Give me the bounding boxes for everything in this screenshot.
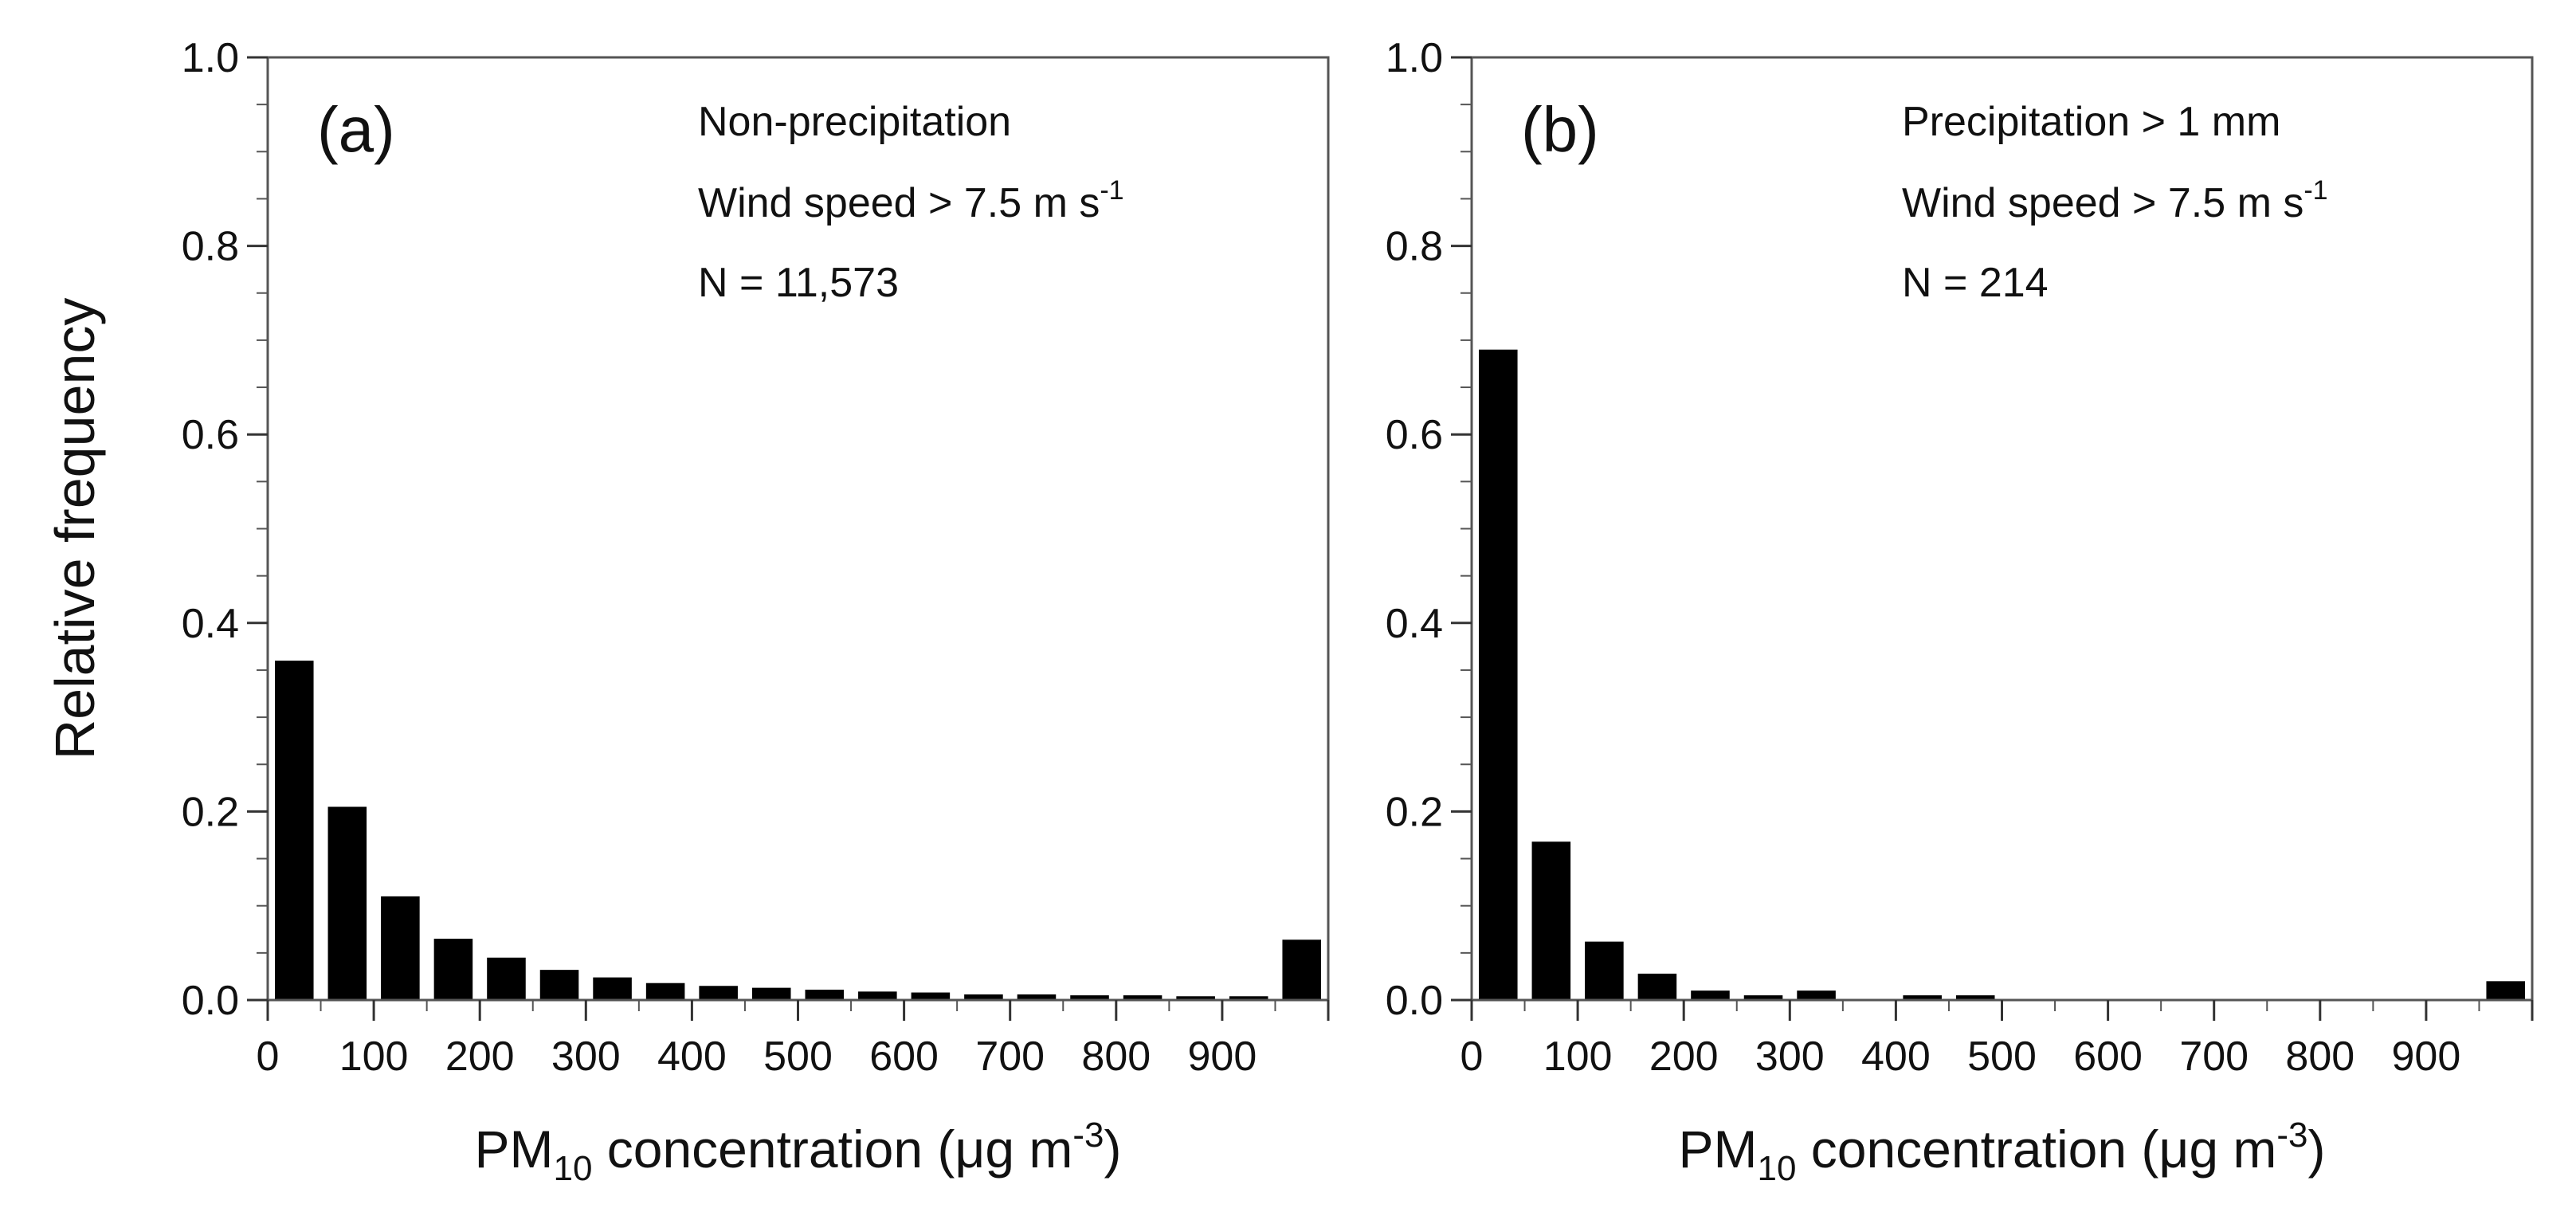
bar-450: [1955, 995, 1995, 1000]
panel-label: (a): [317, 94, 395, 165]
x-tick-label: 200: [1649, 1034, 1719, 1080]
bar-0: [275, 661, 314, 1000]
y-tick-label: 0.8: [1386, 224, 1443, 270]
y-tick-label: 0.4: [182, 601, 239, 647]
annotation-condition: Precipitation > 1 mm: [1902, 99, 2280, 145]
x-tick-label: 400: [657, 1034, 727, 1080]
x-tick-label: 800: [2285, 1034, 2354, 1080]
x-tick-label: 900: [2392, 1034, 2461, 1080]
bar-150: [1637, 973, 1677, 1000]
bar-200: [487, 957, 526, 1000]
bar-750: [1070, 995, 1109, 1000]
x-tick-label: 0: [1461, 1034, 1484, 1080]
bar-950: [2486, 981, 2525, 1000]
bar-900: [1229, 996, 1268, 1000]
y-tick-label: 1.0: [182, 35, 239, 81]
x-tick-label: 500: [1967, 1034, 2037, 1080]
y-tick-label: 0.6: [1386, 412, 1443, 458]
y-tick-label: 0.8: [182, 224, 239, 270]
x-axis-title: PM10 concentration (μg m-3): [474, 1116, 1121, 1188]
bar-650: [964, 994, 1003, 1000]
x-tick-label: 400: [1861, 1034, 1931, 1080]
y-axis-title: Relative frequency: [44, 298, 106, 760]
bar-500: [805, 989, 845, 1000]
bar-700: [1017, 994, 1057, 1000]
bar-300: [1797, 990, 1836, 1000]
bar-950: [1282, 939, 1321, 1000]
x-tick-label: 600: [869, 1034, 939, 1080]
x-tick-label: 700: [2179, 1034, 2249, 1080]
x-tick-label: 100: [1543, 1034, 1613, 1080]
annotation-condition: Non-precipitation: [698, 99, 1011, 145]
bar-100: [381, 896, 420, 1000]
bar-100: [1585, 941, 1624, 1000]
panel-label: (b): [1521, 94, 1599, 165]
annotation-sample-size: N = 11,573: [698, 260, 899, 306]
annotation-wind-speed: Wind speed > 7.5 m s-1: [1902, 175, 2328, 226]
x-tick-label: 500: [763, 1034, 833, 1080]
annotation-wind-speed: Wind speed > 7.5 m s-1: [698, 175, 1124, 226]
y-tick-label: 0.6: [182, 412, 239, 458]
bar-250: [539, 970, 579, 1000]
bar-50: [327, 806, 367, 1000]
bar-850: [1176, 996, 1215, 1000]
x-tick-label: 0: [257, 1034, 280, 1080]
bar-50: [1531, 841, 1571, 1000]
x-tick-label: 800: [1081, 1034, 1151, 1080]
bar-200: [1691, 990, 1730, 1000]
bar-400: [699, 986, 738, 1000]
bar-350: [645, 983, 685, 1000]
bar-300: [593, 977, 632, 1000]
bar-450: [751, 987, 791, 1000]
bar-550: [858, 991, 897, 1000]
x-tick-label: 100: [339, 1034, 409, 1080]
x-tick-label: 300: [1755, 1034, 1825, 1080]
bar-0: [1479, 349, 1518, 1001]
x-tick-label: 200: [445, 1034, 515, 1080]
panel-b: 0.0 0.2 0.4 0.6 0.8 1.0 0 100 200 300 400 500 600 700…: [1386, 35, 2534, 1188]
y-tick-label: 1.0: [1386, 35, 1443, 81]
panel-a: 0.0 0.2 0.4 0.6 0.8 1.0 0 100 200 300 400 500 600 700…: [44, 35, 1330, 1188]
x-tick-label: 700: [975, 1034, 1045, 1080]
bar-150: [433, 939, 473, 1000]
bar-800: [1123, 995, 1163, 1000]
bar-600: [911, 992, 951, 1000]
x-tick-label: 900: [1188, 1034, 1257, 1080]
y-tick-label: 0.2: [182, 789, 239, 835]
y-tick-label: 0.2: [1386, 789, 1443, 835]
annotation-sample-size: N = 214: [1902, 260, 2049, 306]
y-tick-label: 0.4: [1386, 601, 1443, 647]
bar-400: [1903, 995, 1942, 1000]
y-tick-label: 0.0: [182, 978, 239, 1024]
x-axis-title: PM10 concentration (μg m-3): [1678, 1116, 2325, 1188]
bar-250: [1743, 995, 1783, 1000]
x-tick-label: 600: [2073, 1034, 2143, 1080]
y-tick-label: 0.0: [1386, 978, 1443, 1024]
x-tick-label: 300: [551, 1034, 621, 1080]
